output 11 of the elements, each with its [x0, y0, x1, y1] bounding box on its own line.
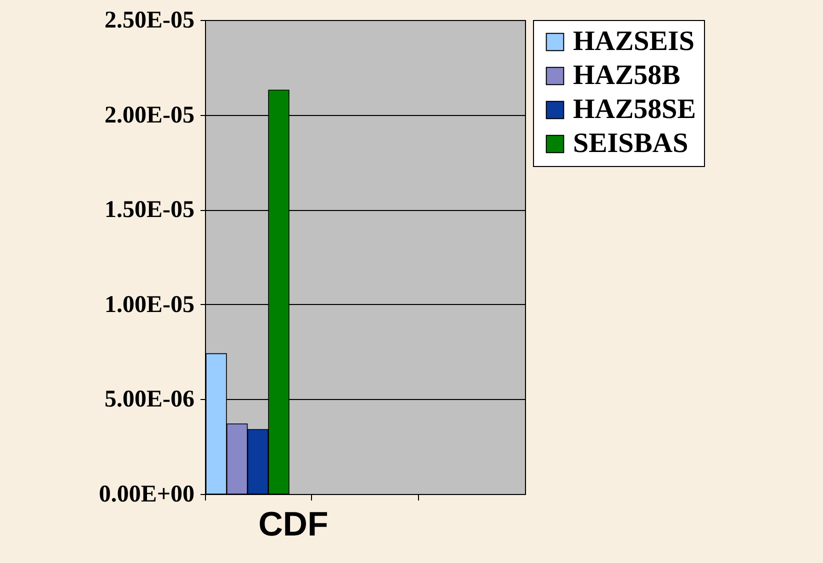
- y-tick-label: 5.00E-06: [104, 386, 194, 413]
- y-tick-label: 2.50E-05: [104, 8, 194, 34]
- legend-label: HAZ58B: [573, 60, 680, 91]
- x-tick-label: CDF: [258, 506, 328, 544]
- y-tick-label: 2.00E-05: [104, 102, 194, 128]
- y-tick-label: 1.50E-05: [104, 197, 194, 224]
- y-tick-label: 1.00E-05: [104, 292, 194, 318]
- legend-label: HAZ58SE: [573, 94, 696, 125]
- legend-label: HAZSEIS: [573, 26, 694, 57]
- y-tick-label: 0.00E+00: [98, 482, 194, 508]
- legend-label: SEISBAS: [573, 128, 688, 159]
